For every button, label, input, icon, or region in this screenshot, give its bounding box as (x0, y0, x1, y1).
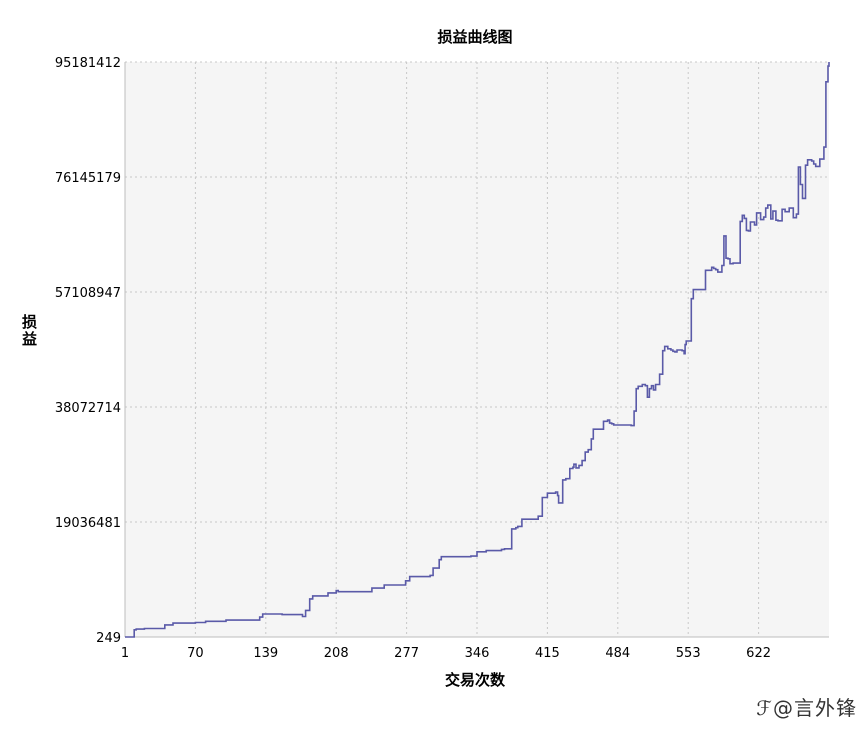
y-tick-label: 249 (96, 631, 121, 646)
watermark-logo-icon: ℱ (756, 696, 773, 720)
x-tick-label: 622 (746, 646, 771, 661)
y-tick-label: 38072714 (55, 401, 121, 416)
y-axis-label: 损益 (22, 313, 38, 348)
x-tick-label: 484 (605, 646, 630, 661)
x-tick-label: 346 (465, 646, 490, 661)
series-group (125, 62, 830, 638)
y-tick-label: 19036481 (55, 516, 121, 531)
series-line (125, 62, 830, 638)
watermark: ℱ@言外锋 (756, 692, 857, 721)
x-tick-label: 70 (187, 646, 204, 661)
x-tick-label: 208 (324, 646, 349, 661)
x-tick-label: 1 (121, 646, 129, 661)
x-tick-label: 139 (253, 646, 278, 661)
y-tick-label: 95181412 (55, 56, 121, 71)
y-tick-label: 57108947 (55, 286, 121, 301)
chart-title: 损益曲线图 (437, 28, 513, 46)
y-tick-label: 76145179 (55, 171, 121, 186)
x-tick-label: 277 (394, 646, 419, 661)
watermark-text: @言外锋 (773, 696, 857, 720)
x-tick-label: 415 (535, 646, 560, 661)
ticks: 249 19036481 38072714 57108947 76145179 95181… (55, 56, 829, 661)
x-tick-label: 553 (676, 646, 701, 661)
x-axis-label: 交易次数 (444, 671, 505, 689)
